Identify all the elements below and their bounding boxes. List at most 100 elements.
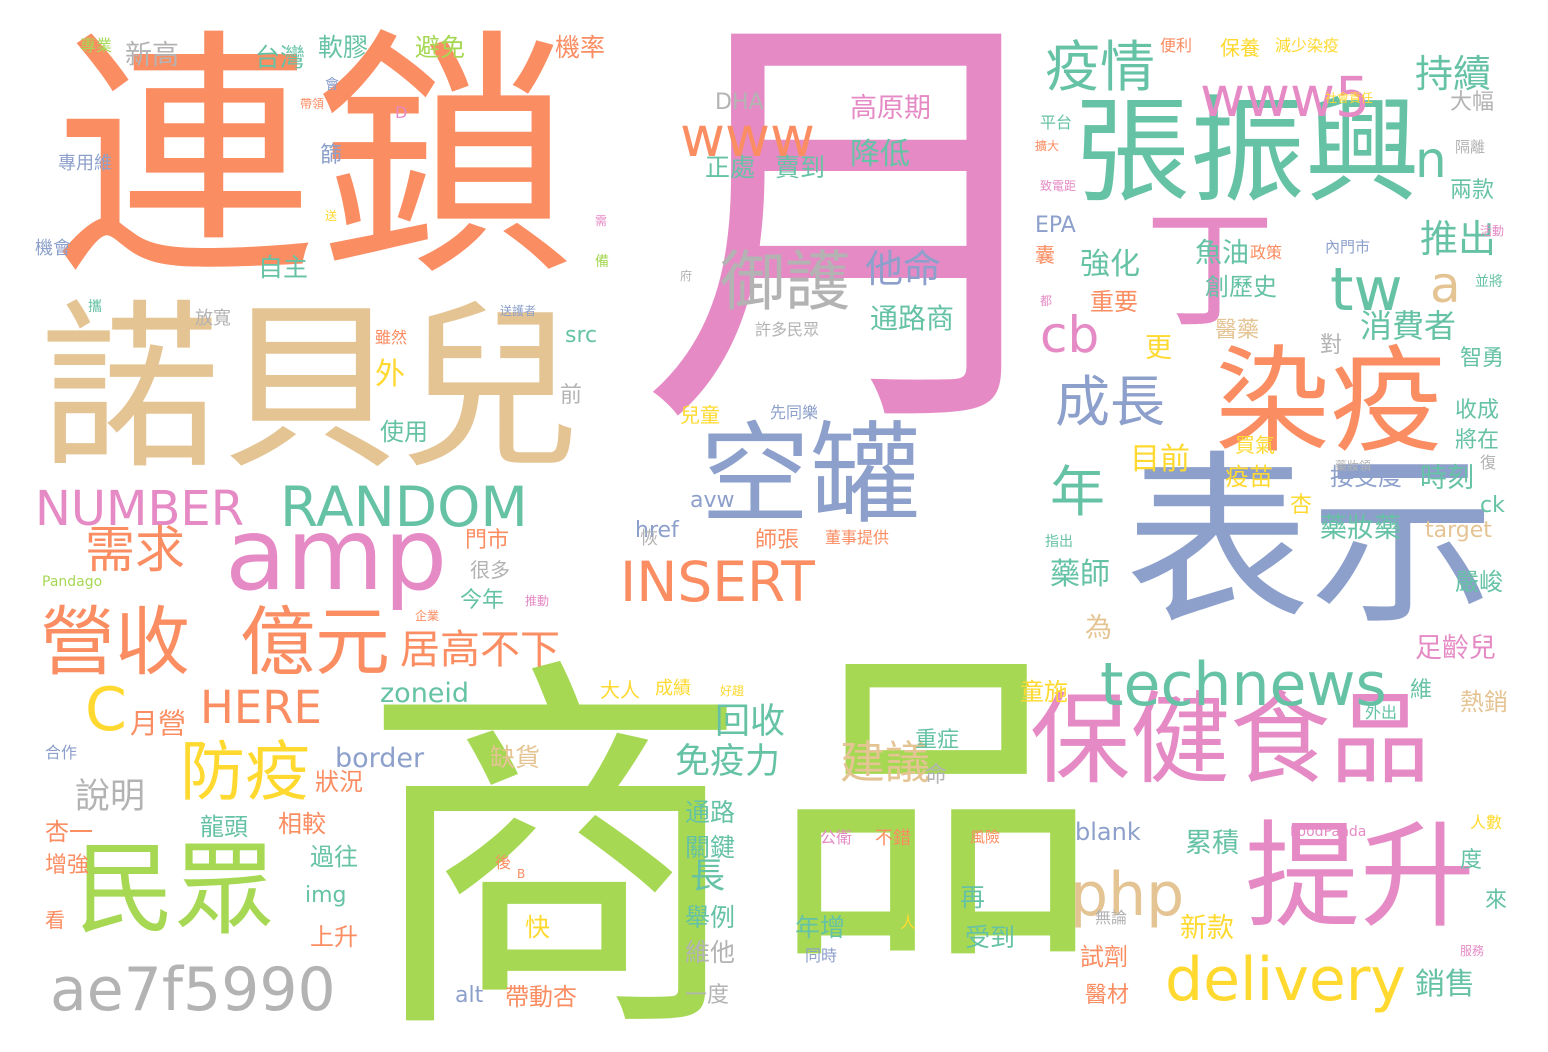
word-mai-dao: 賣到 [775, 153, 826, 182]
word-target: target [1425, 518, 1492, 543]
word-random: RANDOM [280, 475, 528, 539]
word-shang: 商 [360, 628, 750, 1052]
word-fu2: 復 [1480, 453, 1497, 472]
word-xu-duo-min-zhong: 許多民眾 [755, 320, 820, 339]
word-delivery: delivery [1165, 945, 1406, 1015]
word-hou: 後 [495, 853, 512, 872]
word-jie-shou-du: 接受度 [1330, 463, 1402, 491]
word-hui-fu: 恢 [640, 528, 658, 549]
word-www5: www5 [1200, 65, 1370, 129]
word-jiang-zai: 將在 [1455, 428, 1500, 453]
word-dou: 都 [1040, 294, 1053, 308]
word-shang-sheng: 上升 [310, 923, 358, 951]
word-zi-zhu: 自主 [258, 253, 309, 282]
word-lai: 來 [1485, 888, 1508, 913]
word-www: www [680, 105, 815, 169]
word-fu-wu: 服務 [1460, 944, 1485, 958]
word-c: C [85, 675, 127, 745]
word-jian-yi: 建議 [840, 736, 931, 789]
word-dui: 對 [1320, 333, 1343, 358]
word-ju-li: 舉例 [685, 903, 736, 932]
word-bu-cuo: 不錯 [875, 828, 911, 849]
word-min-zhong: 民眾 [75, 831, 275, 948]
word-chuang-li-shi: 創歷史 [1205, 273, 1277, 301]
word-ruan-jiao: 軟膠 [318, 33, 369, 62]
word-ti-sheng: 提升 [1245, 810, 1476, 944]
word-ae7f5990: ae7f5990 [50, 955, 336, 1025]
word-nang: 囊 [1035, 243, 1055, 267]
word-zeng-qiang: 增強 [45, 853, 90, 878]
word-da-ren: 大人 [600, 678, 640, 702]
word-href: href [635, 518, 679, 543]
word-zhong-yao: 重要 [1090, 288, 1138, 316]
word-ji-hui: 機會 [35, 238, 71, 259]
word-tong-lu-shang: 通路商 [870, 302, 955, 335]
word-xin-kuan: 新款 [1180, 913, 1234, 944]
word-zhong-zheng: 重症 [915, 728, 960, 753]
word-he-zuo: 合作 [45, 743, 78, 762]
word-avw: avw [690, 488, 735, 513]
word-ping-tai: 平台 [1040, 113, 1073, 132]
word-ran-yi: 染疫 [1215, 335, 1446, 469]
word-yan-jun: 嚴峻 [1455, 568, 1503, 596]
word-yi-qing: 疫情 [1045, 35, 1156, 99]
word-yi-du: 一度 [685, 983, 730, 1008]
word-src: src [565, 323, 598, 348]
word-xiao-fei-zhe: 消費者 [1360, 307, 1457, 345]
word-jiang-di: 降低 [850, 137, 910, 172]
word-tai-wan: 台灣 [255, 43, 306, 72]
word-yi-yuan: 億元 [240, 598, 391, 686]
word-mu-qian: 目前 [1130, 442, 1190, 477]
word-ge-li: 隔離 [1455, 138, 1486, 156]
word-fu: 府 [680, 269, 693, 283]
word-ren: 人 [900, 913, 917, 932]
word-xie: 攜 [88, 299, 102, 315]
word-dong-shi: 董事提供 [825, 528, 890, 547]
word-zhi-dian-ju: 致電距 [1040, 179, 1077, 193]
word-cheng-zhang: 成長 [1055, 370, 1166, 434]
word-hui: 會 [325, 77, 339, 93]
word-wai-chu: 外出 [1365, 703, 1398, 722]
word-kuo-da: 擴大 [1035, 139, 1060, 153]
word-lian-suo: 連鎖 [55, 9, 575, 311]
word-dha: DHA [715, 90, 764, 115]
word-zoneid: zoneid [380, 678, 470, 709]
word-wai: 外 [375, 357, 405, 392]
word-guo-wang: 過往 [310, 843, 358, 871]
word-here: HERE [200, 681, 322, 734]
word-jin-nian: 今年 [460, 588, 505, 613]
word-border: border [335, 743, 425, 774]
word-bing-jiang: 並將 [1475, 274, 1503, 290]
word-que-huo: 缺貨 [490, 743, 541, 772]
word-tong-shi: 童施 [1020, 678, 1068, 706]
word-shai: 篩 [320, 143, 343, 168]
word-tw: tw [1330, 255, 1403, 325]
word-fang-kuan: 放寬 [195, 308, 231, 329]
word-biao-shi: 表示 [1125, 434, 1495, 650]
word-xiang-jiao: 相較 [278, 810, 326, 838]
word-song: 送 [325, 209, 338, 223]
word-huo-dong: 活動 [1480, 224, 1505, 238]
word-yu-you: 魚油 [1195, 238, 1249, 269]
word-b: B [517, 867, 526, 881]
word-wu-lun: 無論 [1095, 908, 1128, 927]
word-hui-shou: 回收 [715, 702, 786, 742]
word-qi-ye: 企業 [415, 609, 440, 623]
word-mai-qi: 買氣 [1235, 433, 1275, 457]
word-kuai: 快 [525, 913, 551, 942]
word-d: D [395, 103, 408, 122]
word-ji-lu: 機率 [555, 33, 606, 62]
word-bian-li: 便利 [1160, 36, 1193, 55]
word-yue-ying: 月營 [130, 707, 187, 740]
word-bao-jian: 保健食品 [1030, 681, 1430, 798]
word-wei2: 維 [1410, 678, 1433, 703]
word-cheng-ji: 成績 [655, 678, 691, 699]
word-fang-yi: 防疫 [180, 735, 311, 810]
word-pandago: Pandago [42, 574, 103, 590]
word-da-fu: 大幅 [1450, 90, 1495, 115]
word-ju-gao: 居高不下 [400, 627, 560, 673]
word-er-tong: 兒童 [680, 403, 720, 427]
word-ding: 丁 [1145, 194, 1276, 346]
word-yao-zhuang-ling: 藥妝領 [1335, 459, 1372, 473]
word-img: img [305, 883, 347, 908]
